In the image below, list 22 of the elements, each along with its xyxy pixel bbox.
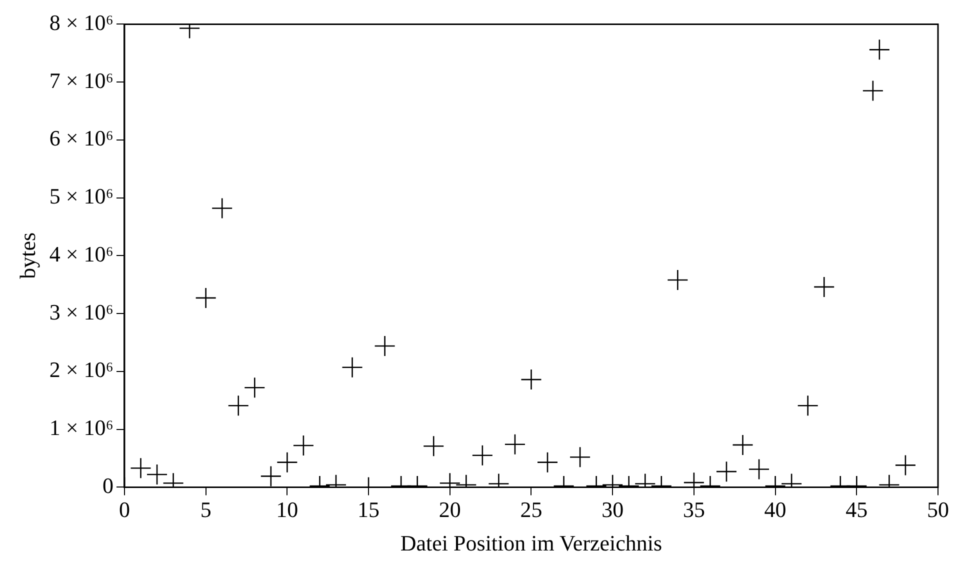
x-tick-label: 15 (358, 497, 380, 522)
x-tick-label: 0 (118, 497, 130, 522)
x-tick-label: 50 (927, 497, 949, 522)
x-tick-label: 25 (520, 497, 542, 522)
x-tick-label: 10 (276, 497, 298, 522)
y-tick-label: 2 × 10⁶ (49, 357, 114, 382)
x-tick-label: 30 (602, 497, 624, 522)
y-tick-label: 1 × 10⁶ (49, 415, 114, 440)
y-tick-label: 5 × 10⁶ (49, 184, 114, 209)
y-tick-label: 8 × 10⁶ (49, 10, 114, 35)
y-axis-title: bytes (14, 232, 40, 279)
x-tick-label: 45 (846, 497, 868, 522)
x-tick-label: 5 (200, 497, 212, 522)
x-tick-label: 35 (682, 497, 705, 522)
y-tick-label: 4 × 10⁶ (49, 241, 114, 266)
y-tick-label: 0 (102, 472, 114, 498)
x-axis-title: Datei Position im Verzeichnis (400, 530, 662, 556)
y-tick-label: 7 × 10⁶ (49, 68, 114, 93)
y-tick-label: 6 × 10⁶ (49, 126, 114, 151)
y-tick-label: 3 × 10⁶ (49, 299, 114, 324)
x-tick-label: 20 (438, 497, 461, 522)
x-tick-label: 40 (764, 497, 786, 522)
